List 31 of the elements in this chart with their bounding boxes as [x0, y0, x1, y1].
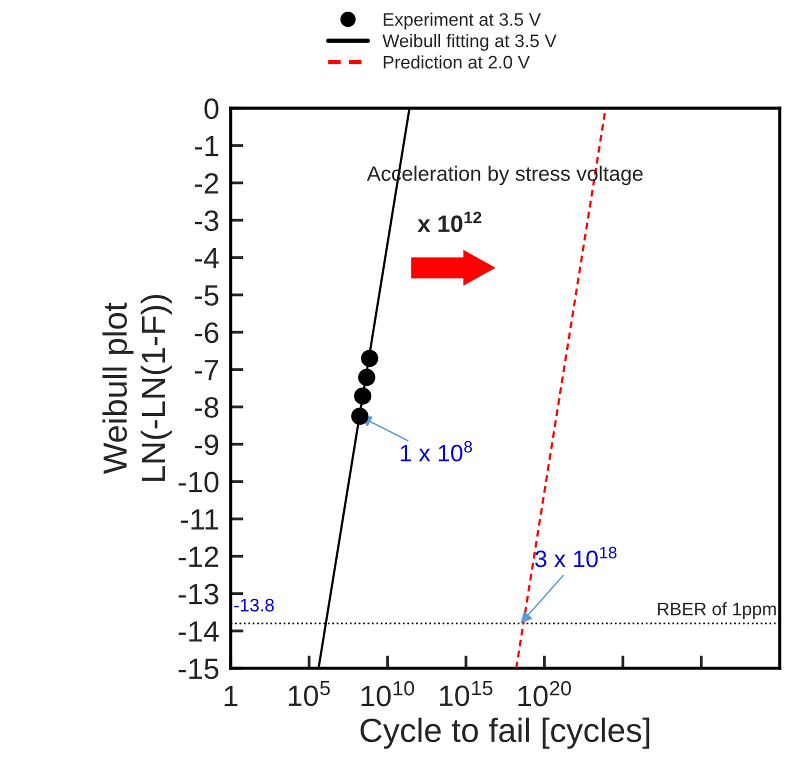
y-axis-title: Weibull plot LN(-LN(1-F)) — [102, 294, 172, 481]
y-tick-label: -12 — [178, 546, 218, 567]
x-tick-label: 10$^{15}$ — [440, 680, 492, 706]
y-tick-label: -1 — [194, 136, 218, 156]
y-tick-label: -5 — [194, 285, 218, 306]
y-tick-label: -10 — [178, 472, 218, 492]
x-tick-label: 10$^{5}$ — [288, 680, 330, 706]
annotation: 1 x 10$^{8}$ — [400, 440, 472, 462]
y-tick-label: -9 — [194, 434, 218, 456]
x-tick-label: 1 — [224, 686, 238, 706]
annotation: -13.8 — [234, 598, 274, 612]
ref-line-label: RBER of 1ppm — [658, 602, 776, 619]
annotation: 3 x 10$^{18}$ — [535, 546, 616, 568]
y-tick-label: -7 — [194, 360, 218, 380]
x-tick-label: 10$^{20}$ — [518, 680, 571, 706]
annotation: x 10$^{12}$ — [418, 212, 482, 232]
y-tick-label: -4 — [194, 248, 219, 268]
y-tick-label: -8 — [194, 397, 218, 418]
y-tick-label: -15 — [178, 658, 218, 680]
y-tick-label: -14 — [178, 621, 219, 642]
x-axis-title: Cycle to fail [cycles] — [360, 718, 650, 749]
y-tick-label: -13 — [178, 584, 218, 604]
y-tick-label: -2 — [194, 173, 218, 194]
x-tick-label: 10$^{10}$ — [362, 680, 414, 706]
legend-label: Weibull fitting at 3.5 V — [382, 34, 557, 51]
y-tick-label: -3 — [194, 210, 218, 232]
legend-label: Prediction at 2.0 V — [384, 55, 530, 69]
legend-label: Experiment at 3.5 V — [384, 12, 541, 30]
y-tick-label: -11 — [180, 509, 218, 530]
y-tick-label: -6 — [194, 322, 218, 344]
y-tick-label: 0 — [204, 98, 218, 120]
